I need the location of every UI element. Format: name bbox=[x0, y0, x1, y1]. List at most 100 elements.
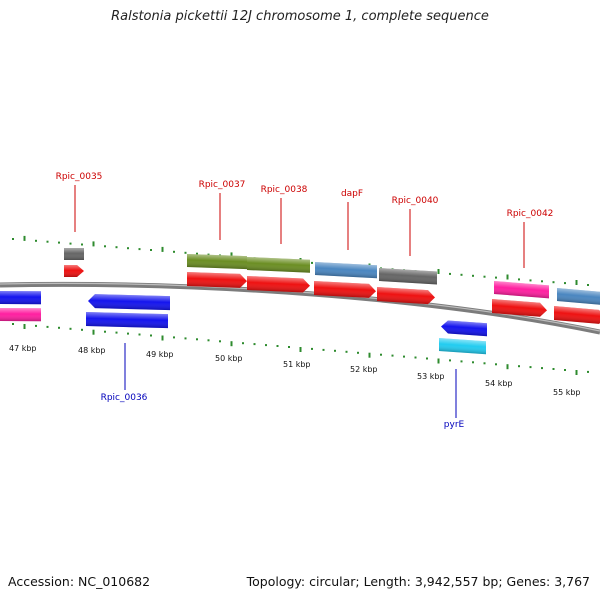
cds-arrow-rpic-0040[interactable] bbox=[377, 287, 435, 305]
kbp-label: 51 kbp bbox=[283, 360, 311, 369]
minor-tick bbox=[483, 362, 486, 365]
gene-label-dapf[interactable]: dapF bbox=[341, 189, 363, 199]
major-tick bbox=[437, 269, 440, 274]
minor-tick bbox=[529, 366, 532, 369]
gene-bar[interactable] bbox=[557, 288, 600, 306]
minor-tick bbox=[46, 325, 49, 328]
major-tick bbox=[161, 335, 164, 341]
kbp-label: 52 kbp bbox=[350, 365, 378, 374]
topology-text: Topology: circular; Length: 3,942,557 bp… bbox=[246, 574, 590, 589]
minor-tick bbox=[81, 328, 83, 331]
minor-tick bbox=[322, 348, 325, 351]
cds-arrow-pyre[interactable] bbox=[441, 320, 487, 337]
minor-tick bbox=[288, 346, 290, 348]
minor-tick bbox=[541, 280, 543, 283]
minor-tick bbox=[552, 368, 555, 370]
gene-label-rpic-0037[interactable]: Rpic_0037 bbox=[199, 180, 246, 190]
minor-tick bbox=[58, 326, 60, 329]
minor-tick bbox=[207, 339, 210, 342]
major-tick bbox=[23, 235, 26, 241]
cds-arrow-rpic-0038[interactable] bbox=[247, 276, 310, 293]
major-tick bbox=[575, 370, 578, 375]
minor-tick bbox=[403, 355, 405, 358]
minor-tick bbox=[12, 323, 14, 325]
lower-tick-track bbox=[12, 323, 589, 375]
label-layer: 47 kbp 48 kbp 49 kbp 50 kbp 51 kbp 52 kbp 53 k… bbox=[9, 172, 581, 430]
gene-bar-rpic-0035[interactable] bbox=[64, 248, 84, 260]
chromosome-backbone-highlight bbox=[0, 282, 600, 332]
minor-tick bbox=[58, 241, 60, 244]
minor-tick bbox=[104, 330, 106, 333]
gene-bar-dapf[interactable] bbox=[315, 262, 377, 279]
major-tick bbox=[92, 329, 95, 335]
minor-tick bbox=[104, 245, 106, 248]
minor-tick bbox=[449, 359, 451, 362]
feature-track bbox=[0, 248, 600, 355]
gene-label-rpic-0035[interactable]: Rpic_0035 bbox=[56, 172, 103, 182]
minor-tick bbox=[357, 351, 359, 354]
minor-tick bbox=[150, 334, 152, 337]
gene-bar-rpic-0042[interactable] bbox=[494, 281, 549, 299]
gene-bar-rpic-0038[interactable] bbox=[247, 257, 310, 273]
major-tick bbox=[230, 341, 233, 347]
minor-tick bbox=[46, 240, 49, 243]
kbp-label: 48 kbp bbox=[78, 346, 106, 355]
minor-tick bbox=[184, 337, 187, 340]
major-tick bbox=[575, 280, 578, 285]
gene-label-rpic-0040[interactable]: Rpic_0040 bbox=[392, 196, 439, 206]
minor-tick bbox=[414, 356, 417, 359]
minor-tick bbox=[541, 367, 543, 370]
gene-label-rpic-0042[interactable]: Rpic_0042 bbox=[507, 209, 554, 219]
gene-bar[interactable] bbox=[0, 291, 41, 305]
gene-bar-pyre[interactable] bbox=[439, 338, 486, 355]
major-tick bbox=[437, 358, 440, 364]
minor-tick bbox=[460, 273, 463, 276]
cds-arrow-rpic-0042[interactable] bbox=[492, 299, 547, 317]
major-tick bbox=[368, 352, 371, 358]
gene-label-pyre[interactable]: pyrE bbox=[444, 420, 465, 430]
minor-tick bbox=[138, 248, 141, 251]
minor-tick bbox=[495, 363, 497, 366]
minor-tick bbox=[81, 243, 83, 246]
gene-label-rpic-0038[interactable]: Rpic_0038 bbox=[261, 185, 308, 195]
minor-tick bbox=[173, 336, 175, 339]
minor-tick bbox=[35, 324, 37, 327]
minor-tick bbox=[587, 370, 589, 373]
major-tick bbox=[23, 324, 26, 329]
chromosome-backbone bbox=[0, 281, 600, 335]
major-tick bbox=[161, 246, 164, 252]
gene-bar-rpic-0037[interactable] bbox=[187, 254, 247, 270]
cds-arrow[interactable] bbox=[554, 306, 600, 325]
gene-label-rpic-0036[interactable]: Rpic_0036 bbox=[101, 393, 148, 403]
minor-tick bbox=[426, 357, 428, 360]
cds-arrow-rpic-0036[interactable] bbox=[88, 294, 170, 311]
kbp-label: 53 kbp bbox=[417, 372, 445, 381]
minor-tick bbox=[265, 344, 267, 347]
minor-tick bbox=[311, 347, 313, 350]
kbp-label: 50 kbp bbox=[215, 354, 243, 363]
minor-tick bbox=[518, 278, 520, 281]
major-tick bbox=[506, 274, 509, 280]
gene-bar-rpic-0036[interactable] bbox=[86, 312, 168, 329]
cds-arrow-rpic-0037[interactable] bbox=[187, 272, 247, 288]
minor-tick bbox=[472, 274, 474, 277]
kbp-label: 55 kbp bbox=[553, 388, 581, 397]
gene-bar-rpic-0040[interactable] bbox=[379, 268, 437, 285]
minor-tick bbox=[483, 275, 486, 278]
minor-tick bbox=[35, 239, 37, 242]
minor-tick bbox=[564, 369, 566, 371]
minor-tick bbox=[127, 247, 129, 250]
minor-tick bbox=[334, 349, 336, 352]
minor-tick bbox=[173, 250, 175, 253]
major-tick bbox=[506, 364, 509, 370]
minor-tick bbox=[380, 353, 382, 356]
minor-tick bbox=[138, 333, 141, 336]
minor-tick bbox=[207, 253, 210, 256]
cds-arrow-rpic-0035[interactable] bbox=[64, 265, 84, 277]
cds-arrow-dapf[interactable] bbox=[314, 281, 376, 298]
gene-bar[interactable] bbox=[0, 308, 41, 322]
minor-tick bbox=[127, 332, 129, 335]
minor-tick bbox=[69, 327, 72, 330]
minor-tick bbox=[345, 350, 348, 353]
